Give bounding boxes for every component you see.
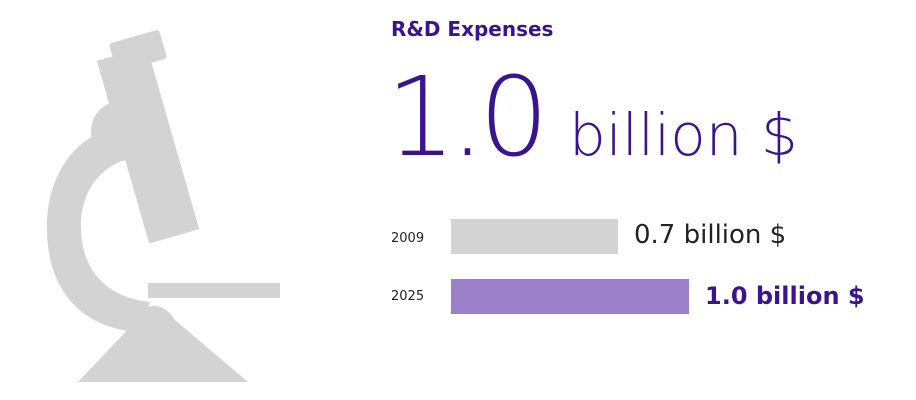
year-label-2009: 2009 [391, 231, 425, 246]
data-label-2009: 0.7 billion $ [634, 220, 787, 250]
microscope-icon [46, 30, 280, 382]
headline-value: 1.0 [386, 53, 549, 181]
bar-2025 [451, 279, 689, 314]
headline-figure: 1.0 billion $ [386, 62, 798, 172]
bar-2009 [451, 219, 618, 254]
year-label-2025: 2025 [391, 289, 425, 304]
data-label-2025: 1.0 billion $ [705, 282, 865, 310]
chart-title: R&D Expenses [391, 17, 554, 41]
headline-unit: billion $ [568, 101, 798, 169]
